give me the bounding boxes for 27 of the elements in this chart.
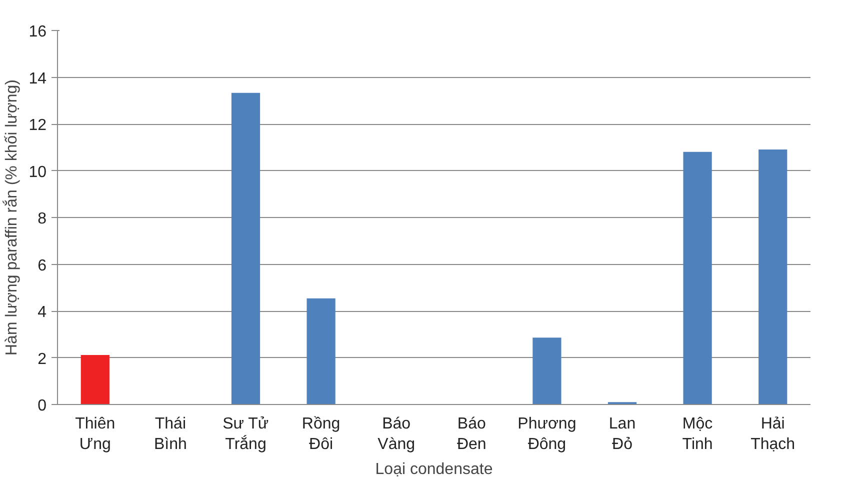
bar xyxy=(80,354,110,404)
y-tick-label: 14 xyxy=(28,70,47,88)
y-tick-label: 6 xyxy=(38,257,47,274)
y-tick-label: 8 xyxy=(38,210,47,228)
y-axis-title: Hàm lượng paraffin rắn (% khối lượng) xyxy=(2,80,21,356)
y-tick-label: 16 xyxy=(28,24,47,40)
x-tick-label: Phương Đông xyxy=(518,416,576,453)
y-tick-label: 0 xyxy=(38,398,47,414)
x-tick-label: Thiên Ưng xyxy=(75,416,116,453)
x-tick-label: Rồng Đôi xyxy=(302,416,340,453)
bar xyxy=(758,149,788,404)
x-tick-label: Mộc Tinh xyxy=(682,416,713,453)
bar xyxy=(683,152,712,404)
x-tick-label: Thái Bình xyxy=(154,416,187,453)
x-axis-title: Loại condensate xyxy=(375,460,493,478)
y-tick-label: 12 xyxy=(28,117,47,134)
x-tick-label: Hải Thạch xyxy=(750,416,796,453)
bar xyxy=(231,92,260,404)
y-tick-label: 4 xyxy=(38,304,47,321)
bar xyxy=(532,338,562,404)
x-tick-label: Báo Đen xyxy=(456,416,486,453)
y-tick-label: 2 xyxy=(38,350,47,368)
x-tick-label: Sư Tử Trắng xyxy=(222,416,269,453)
bar xyxy=(306,298,336,404)
y-tick-label: 10 xyxy=(28,164,47,181)
x-tick-label: Lan Đỏ xyxy=(608,416,636,453)
x-tick-label: Báo Vàng xyxy=(378,416,416,453)
